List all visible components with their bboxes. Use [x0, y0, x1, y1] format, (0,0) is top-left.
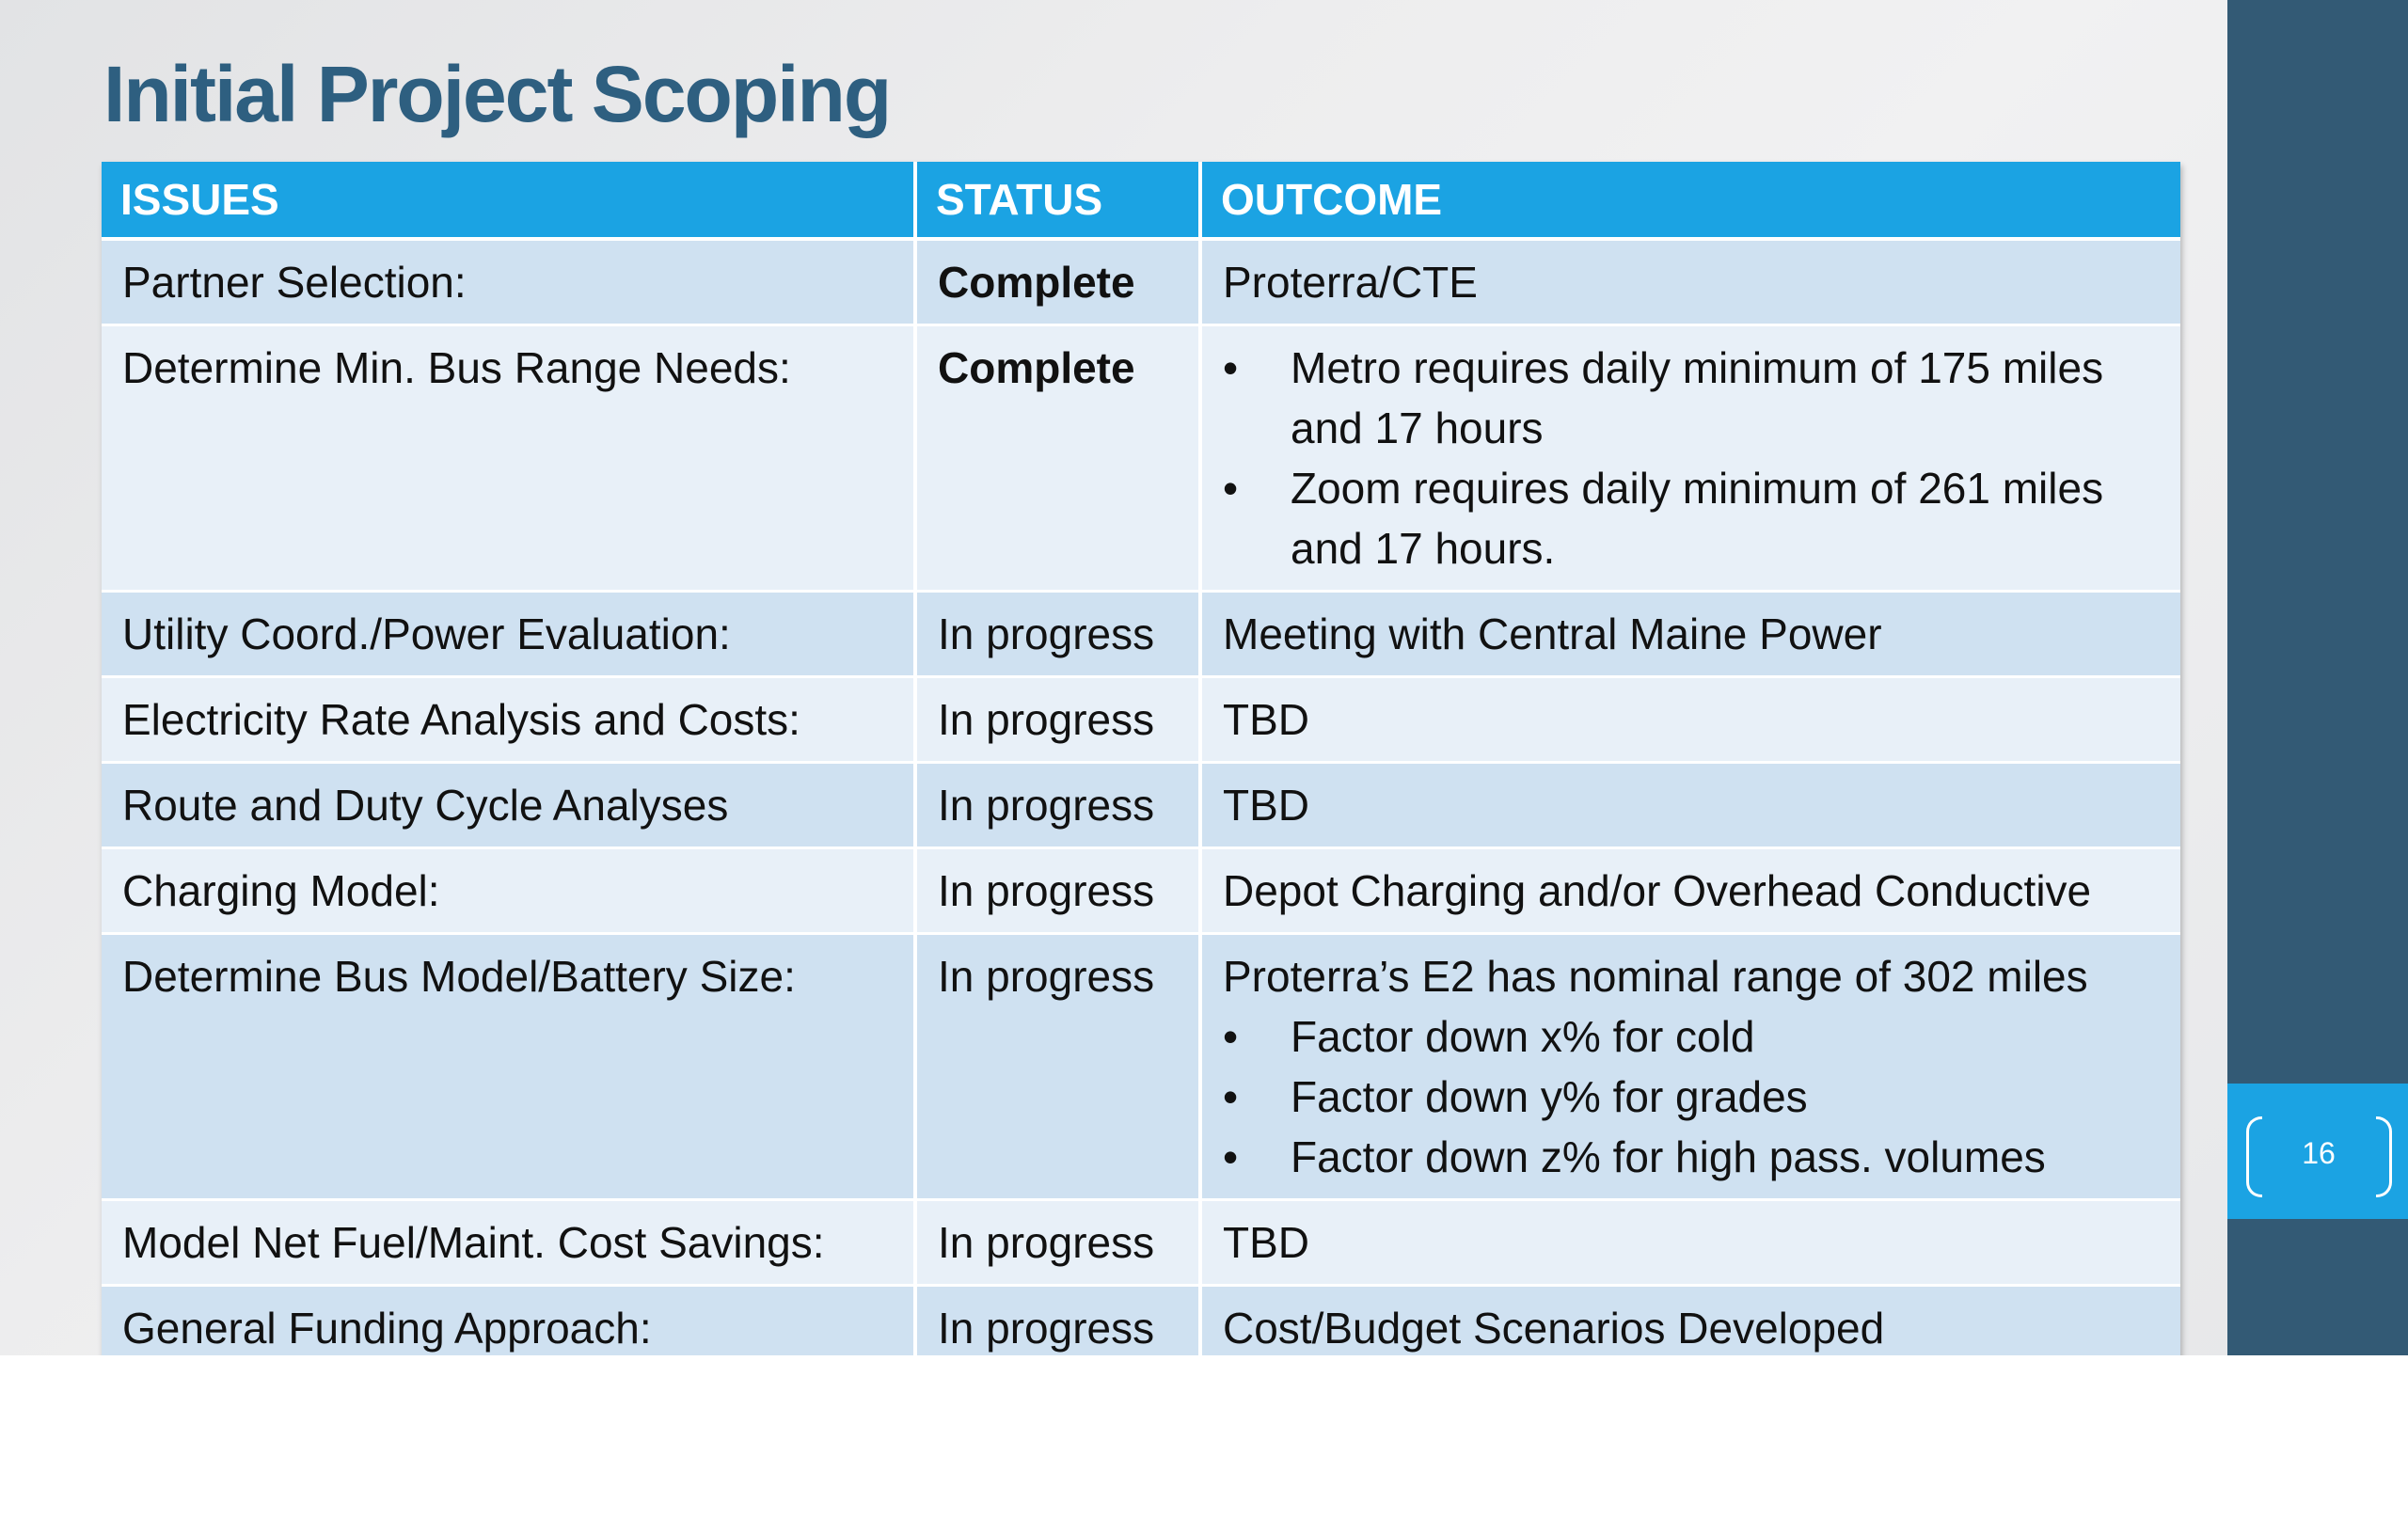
left-bracket-icon	[2246, 1116, 2262, 1197]
outcome-text: TBD	[1223, 695, 1309, 744]
outcome-text: TBD	[1223, 1218, 1309, 1267]
table-row: Determine Min. Bus Range Needs:CompleteM…	[102, 324, 2180, 593]
issue-cell: Utility Coord./Power Evaluation:	[102, 591, 917, 678]
table-row: Partner Selection: Complete Proterra/CTE	[102, 239, 2180, 326]
outcome-cell: TBD	[1200, 762, 2180, 849]
status-cell: In progress	[915, 1285, 1202, 1355]
header-status: STATUS	[915, 162, 1202, 241]
issue-cell: Partner Selection:	[102, 239, 917, 326]
outcome-text: TBD	[1223, 781, 1309, 830]
table-row: Charging Model: In progress Depot Charging…	[102, 847, 2180, 935]
issue-cell: Determine Min. Bus Range Needs:	[102, 324, 917, 593]
table-row: Route and Duty Cycle Analyses In progress…	[102, 762, 2180, 849]
scoping-table: ISSUES STATUS OUTCOME Partner Selection:…	[102, 162, 2180, 1355]
outcome-text: Cost/Budget Scenarios Developed	[1223, 1304, 1885, 1353]
outcome-text: Proterra/CTE	[1223, 258, 1478, 307]
table-header-row: ISSUES STATUS OUTCOME	[102, 162, 2180, 241]
outcome-bullet: Factor down y% for grades	[1223, 1067, 2162, 1127]
status-cell: Complete	[915, 239, 1202, 326]
outcome-cell: TBD	[1200, 1199, 2180, 1287]
status-cell: Complete	[915, 324, 1202, 593]
outcome-cell: Cost/Budget Scenarios Developed	[1200, 1285, 2180, 1355]
outcome-bullet: Factor down z% for high pass. volumes	[1223, 1127, 2162, 1187]
outcome-cell: Depot Charging and/or Overhead Conductiv…	[1200, 847, 2180, 935]
status-cell: In progress	[915, 591, 1202, 678]
outcome-bullet: Factor down x% for cold	[1223, 1006, 2162, 1067]
outcome-text: Meeting with Central Maine Power	[1223, 609, 1882, 658]
table-body: Partner Selection: Complete Proterra/CTE De…	[102, 239, 2180, 1355]
table-row: Electricity Rate Analysis and Costs: In p…	[102, 676, 2180, 764]
slide-title: Initial Project Scoping	[103, 50, 892, 138]
issue-cell: Determine Bus Model/Battery Size:	[102, 933, 917, 1201]
outcome-cell: Proterra/CTE	[1200, 239, 2180, 326]
status-cell: In progress	[915, 676, 1202, 764]
outcome-cell: Proterra’s E2 has nominal range of 302 m…	[1200, 933, 2180, 1201]
outcome-bullet-list: Metro requires daily minimum of 175 mile…	[1223, 338, 2162, 578]
table-row: General Funding Approach: In progress Cost…	[102, 1285, 2180, 1355]
outcome-bullet-list: Factor down x% for coldFactor down y% fo…	[1223, 1006, 2162, 1187]
page-number: 16	[2302, 1136, 2336, 1170]
issue-cell: Electricity Rate Analysis and Costs:	[102, 676, 917, 764]
outcome-cell: Meeting with Central Maine Power	[1200, 591, 2180, 678]
table-row: Determine Bus Model/Battery Size: In prog…	[102, 933, 2180, 1201]
outcome-cell: Metro requires daily minimum of 175 mile…	[1200, 324, 2180, 593]
outcome-cell: TBD	[1200, 676, 2180, 764]
issue-cell: General Funding Approach:	[102, 1285, 917, 1355]
outcome-text: Proterra’s E2 has nominal range of 302 m…	[1223, 952, 2088, 1001]
issue-cell: Route and Duty Cycle Analyses	[102, 762, 917, 849]
slide: Initial Project Scoping ISSUES STATUS OU…	[0, 0, 2408, 1355]
header-outcome: OUTCOME	[1200, 162, 2180, 241]
outcome-text: Depot Charging and/or Overhead Conductiv…	[1223, 866, 2092, 915]
outcome-bullet: Metro requires daily minimum of 175 mile…	[1223, 338, 2162, 458]
issue-cell: Charging Model:	[102, 847, 917, 935]
outcome-bullet: Zoom requires daily minimum of 261 miles…	[1223, 458, 2162, 578]
status-cell: In progress	[915, 762, 1202, 849]
table-row: Utility Coord./Power Evaluation: In progr…	[102, 591, 2180, 678]
table-row: Model Net Fuel/Maint. Cost Savings: In pr…	[102, 1199, 2180, 1287]
issue-cell: Model Net Fuel/Maint. Cost Savings:	[102, 1199, 917, 1287]
status-cell: In progress	[915, 933, 1202, 1201]
right-bracket-icon	[2376, 1116, 2392, 1197]
header-issues: ISSUES	[102, 162, 917, 241]
status-cell: In progress	[915, 847, 1202, 935]
status-cell: In progress	[915, 1199, 1202, 1287]
